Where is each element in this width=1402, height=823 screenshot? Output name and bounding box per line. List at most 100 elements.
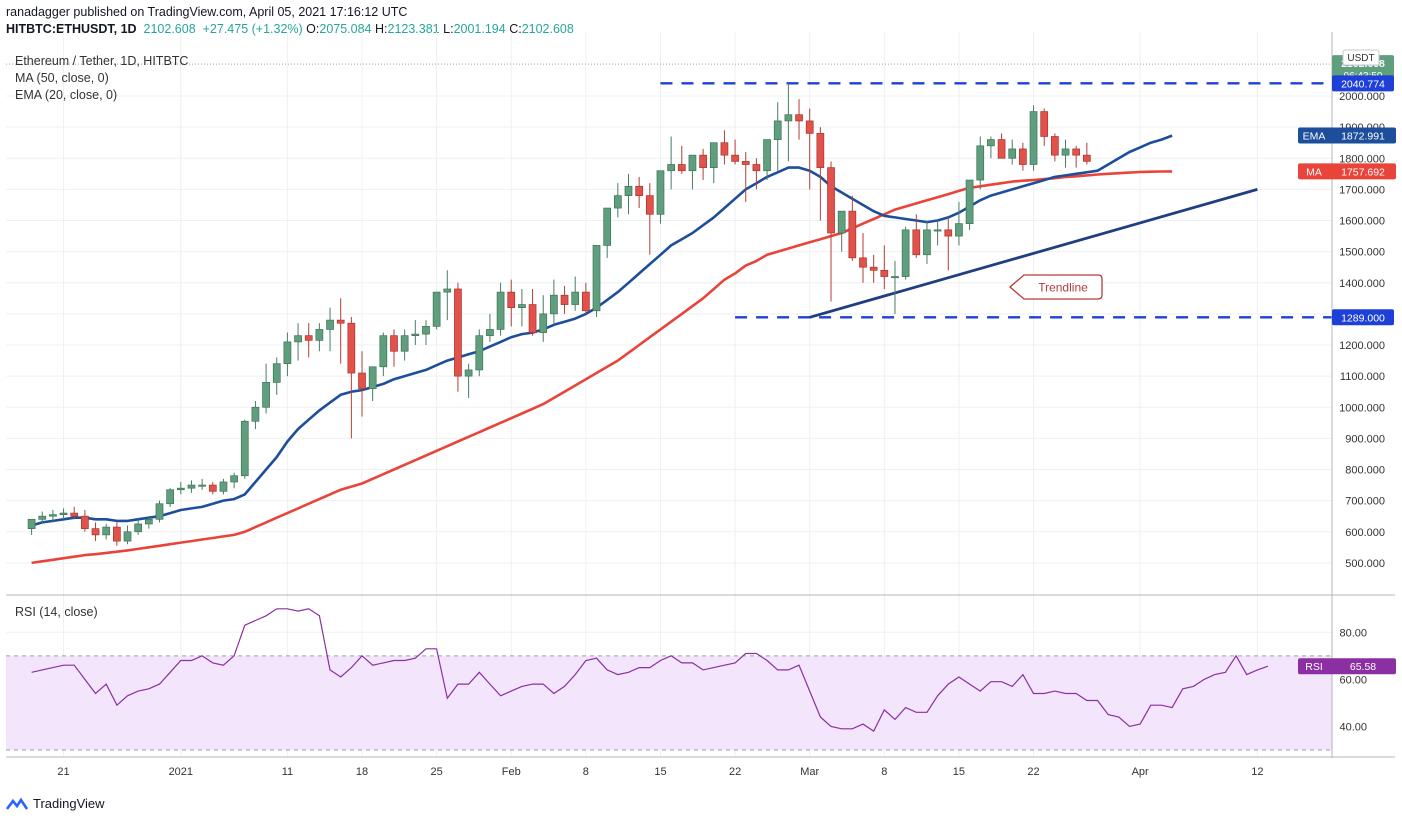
candle-body: [422, 325, 430, 335]
candle-body: [347, 322, 356, 374]
ema-line: [31, 134, 1173, 527]
candle-body: [624, 185, 633, 196]
candle-body: [912, 229, 921, 256]
candle: [475, 329, 484, 377]
candle-body: [123, 531, 132, 542]
candle: [358, 351, 366, 417]
candle: [144, 516, 153, 529]
candle: [1061, 139, 1070, 168]
trendline: [809, 188, 1258, 319]
candle-body: [645, 195, 654, 215]
candle: [283, 332, 292, 377]
candle: [1040, 108, 1049, 146]
candle: [59, 508, 68, 520]
open-value: 2075.084: [319, 22, 372, 36]
candle-body: [230, 475, 238, 483]
candle: [997, 133, 1006, 159]
time-tick-label: 2021: [169, 766, 193, 778]
currency-button[interactable]: USDT: [1342, 49, 1380, 66]
candle-body: [113, 526, 121, 542]
candle: [251, 401, 260, 430]
candle: [81, 509, 89, 532]
candle-body: [315, 329, 324, 341]
price-tick-label: 1000.000: [1339, 402, 1385, 414]
candle-body: [720, 142, 729, 156]
candle: [667, 136, 675, 190]
currency-label: USDT: [1347, 53, 1374, 64]
rsi-band-fill: [6, 655, 1332, 750]
candle-body: [741, 161, 750, 165]
candle-body: [923, 229, 931, 256]
candle-body: [262, 382, 270, 408]
candle: [944, 217, 953, 271]
close-label: C:: [509, 22, 522, 36]
candle: [400, 329, 409, 361]
candle-body: [901, 229, 910, 277]
candle: [496, 282, 505, 336]
candle: [219, 478, 228, 495]
price-tick-label: 600.000: [1345, 527, 1385, 539]
tradingview-logo[interactable]: TradingView: [6, 796, 105, 811]
rsi-tag-value: 65.58: [1350, 661, 1376, 673]
price-tags: 2102.60806:43:502040.7741289.000EMA1872.…: [1298, 49, 1396, 675]
last-price: 2102.608: [143, 22, 196, 36]
candle-body: [603, 207, 612, 246]
candle-body: [443, 288, 452, 293]
candle-body: [379, 335, 388, 368]
candle-body: [539, 313, 548, 333]
tradingview-icon: [6, 797, 28, 810]
candle: [1019, 142, 1027, 171]
candle: [795, 99, 803, 140]
candle-body: [187, 484, 196, 489]
candle-body: [667, 164, 675, 172]
candle: [38, 511, 47, 524]
close-value: 2102.608: [521, 22, 574, 36]
candle: [155, 500, 164, 523]
candle: [422, 320, 430, 346]
candle-body: [571, 291, 580, 305]
candle-body: [784, 114, 793, 122]
candle: [677, 145, 686, 174]
candle: [784, 83, 793, 162]
candle-body: [560, 294, 569, 305]
candle: [603, 207, 612, 258]
low-value: 2001.194: [453, 22, 506, 36]
time-tick-label: 12: [1251, 766, 1263, 778]
level-tag-bg: [1332, 309, 1394, 326]
legend-ma[interactable]: MA (50, close, 0): [15, 71, 109, 85]
candle-body: [464, 369, 473, 377]
rsi-label[interactable]: RSI (14, close): [15, 605, 98, 619]
candle-body: [411, 333, 420, 337]
currency-box: [1342, 49, 1380, 66]
time-tick-label: 11: [282, 766, 293, 778]
candle-body: [1040, 111, 1049, 137]
candle: [805, 108, 814, 190]
candle: [1029, 105, 1038, 171]
candle: [294, 323, 302, 361]
candle: [560, 285, 569, 314]
ma-tag-bg: [1298, 163, 1396, 180]
candle: [208, 481, 217, 495]
candle-body: [475, 335, 484, 371]
candle-body: [326, 319, 334, 330]
candle: [1051, 133, 1059, 162]
publish-info: ranadagger published on TradingView.com,…: [6, 5, 408, 19]
legend-ema[interactable]: EMA (20, close, 0): [15, 88, 118, 102]
time-tick-label: 15: [654, 766, 666, 778]
candle-body: [400, 335, 409, 352]
chart-legend: Ethereum / Tether, 1D, HITBTC MA (50, cl…: [15, 53, 188, 104]
time-tick-label: 25: [431, 766, 443, 778]
candle-body: [859, 257, 867, 268]
candle: [709, 142, 718, 184]
candle-body: [699, 154, 707, 168]
candle: [848, 195, 857, 261]
candle-body: [795, 114, 803, 122]
symbol-label[interactable]: HITBTC:ETHUSDT, 1D: [6, 22, 137, 36]
candle-body: [816, 133, 825, 168]
candle: [955, 201, 963, 246]
price-tick-label: 900.000: [1345, 433, 1385, 445]
candle: [123, 525, 132, 545]
candle: [976, 136, 985, 190]
level-tag-value: 2040.774: [1341, 78, 1385, 90]
